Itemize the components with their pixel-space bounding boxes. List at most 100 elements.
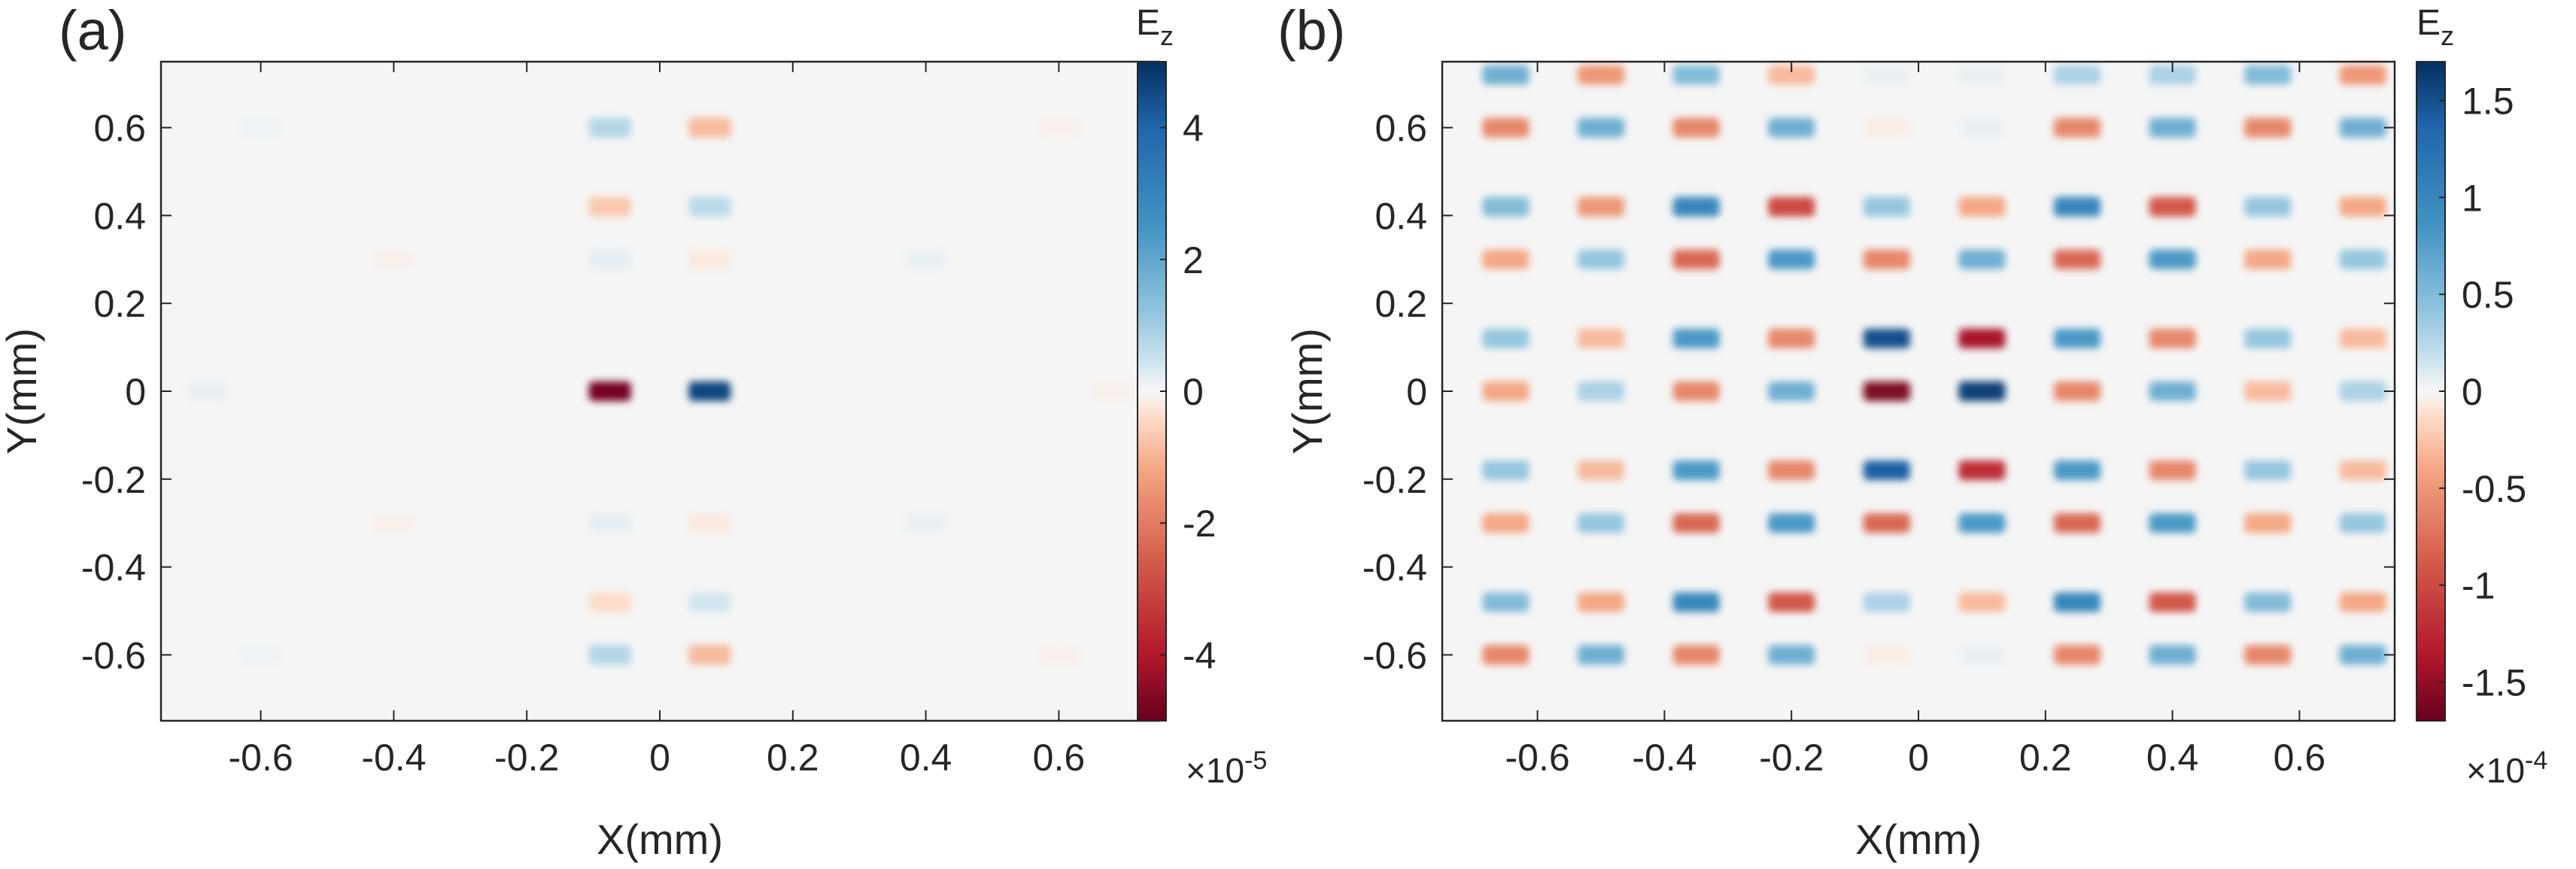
panel-b-x-tick-label: 0.4 <box>2146 737 2199 779</box>
panel-a-field-blob <box>688 196 731 217</box>
panel-b-x-ticks: -0.6 -0.4 -0.2 0 0.2 0.4 0.6 <box>1505 62 2326 779</box>
panel-b-field-blob <box>1482 381 1530 401</box>
panel-b-field-blob <box>2339 645 2386 665</box>
panel-a-field-blob <box>588 381 631 401</box>
panel-b-field-blob <box>1578 381 1624 401</box>
panel-a-x-axis-label: X(mm) <box>597 816 723 863</box>
panel-b-field-blob <box>1482 592 1530 612</box>
panel-a-field-blob <box>588 645 631 665</box>
panel-a-field-blob <box>186 381 229 401</box>
panel-b-field-blob <box>2244 460 2292 481</box>
panel-b-field-blob <box>1958 117 2006 138</box>
panel-b-field-blob <box>1958 645 2006 665</box>
panel-b-x-axis-label: X(mm) <box>1855 816 1982 863</box>
panel-b-field-blob <box>1672 65 1720 85</box>
panel-b-colorbar-tick-label: 0.5 <box>2462 274 2514 316</box>
panel-a-y-tick-label: -0.4 <box>81 547 146 589</box>
panel-b-field-blob <box>1672 249 1720 269</box>
panel-a-x-tick-label: 0.2 <box>767 737 819 779</box>
panel-b-field-blob <box>1672 328 1720 348</box>
panel-b-field-blob <box>2149 196 2196 217</box>
panel-b-field-blob <box>1578 513 1624 533</box>
panel-b-field-blob <box>2149 381 2196 401</box>
panel-b-field-blob <box>1482 645 1530 665</box>
panel-b-field-blob <box>1578 249 1624 269</box>
panel-b-field-blob <box>2054 196 2101 217</box>
panel-b-field-blob <box>1578 65 1624 85</box>
panel-b-field-blob <box>1958 65 2006 85</box>
panel-b-field-blob <box>2339 592 2386 612</box>
panel-b-field-blob <box>2339 117 2386 138</box>
panel-b-field-blob <box>1672 592 1720 612</box>
panel-b-field-blob <box>2339 381 2386 401</box>
panel-b-y-axis-label: Y(mm) <box>1283 328 1331 454</box>
panel-a-y-tick-label: -0.2 <box>81 459 146 501</box>
panel-a-x-tick-label: -0.6 <box>229 737 293 779</box>
panel-b-x-tick-label: 0.6 <box>2274 737 2326 779</box>
panel-b-field-blob <box>1578 117 1624 138</box>
panel-b-field-blob <box>2054 328 2101 348</box>
panel-b-field-blob <box>2339 328 2386 348</box>
panel-a-colorbar-exponent: ×10-5 <box>1186 746 1267 790</box>
panel-b-field-blob <box>1958 328 2006 348</box>
panel-b-field-blob <box>1863 513 1910 533</box>
panel-b-field-blob <box>2149 460 2196 481</box>
panel-b-field-blob <box>1482 460 1530 481</box>
panel-b-field-blob <box>1768 592 1815 612</box>
panel-b-field-blob <box>1768 249 1815 269</box>
panel-b-field-blob <box>1578 645 1624 665</box>
panel-a-field-blob <box>372 513 415 533</box>
panel-b-field-blob <box>2149 513 2196 533</box>
panel-b-field-blob <box>2054 117 2101 138</box>
panel-a-plot-background <box>161 62 1159 721</box>
panel-a-field-blob <box>588 117 631 138</box>
panel-b-field-blob <box>2149 645 2196 665</box>
panel-b-field-blob <box>1768 196 1815 217</box>
panel-b-colorbar-tick-label: 1 <box>2462 177 2483 219</box>
panel-b-field-blob <box>1482 328 1530 348</box>
panel-a-x-ticks: -0.6 -0.4 -0.2 0 0.2 0.4 0.6 <box>229 62 1085 779</box>
panel-b-field-blob <box>1672 117 1720 138</box>
panel-b-field-blob <box>1958 249 2006 269</box>
panel-a-y-tick-label: -0.6 <box>81 634 146 676</box>
panel-b-x-tick-label: 0 <box>1908 737 1929 779</box>
panel-b-field-blob <box>2339 65 2386 85</box>
panel-b-field-blob <box>2054 460 2101 481</box>
panel-b-field-blob <box>1768 381 1815 401</box>
panel-a-colorbar-ticks: 4 2 0 -2 -4 <box>1160 108 1216 676</box>
panel-b-field-blob <box>1768 117 1815 138</box>
panel-a-field-blob <box>688 513 731 533</box>
panel-b-field-blob <box>1672 460 1720 481</box>
panel-b-field-blob <box>2149 592 2196 612</box>
panel-a-label: (a) <box>59 0 126 62</box>
panel-b-field-blob <box>1578 328 1624 348</box>
panel-a-field-blob <box>688 249 731 269</box>
panel-b-field-blob <box>1672 196 1720 217</box>
panel-b-field-blob <box>2054 65 2101 85</box>
panel-b-field-blob <box>2054 249 2101 269</box>
panel-a-field-blob <box>588 196 631 217</box>
panel-b-field-blob <box>1672 381 1720 401</box>
panel-b-field-blob <box>1578 196 1624 217</box>
panel-b-field-blob <box>1958 460 2006 481</box>
panel-a-field-blob <box>1037 645 1080 665</box>
panel-a-field-blob <box>588 592 631 612</box>
panel-a-colorbar-tick-label: 2 <box>1183 239 1204 281</box>
panel-b-field-blob <box>2244 196 2292 217</box>
panel-b-field-blob <box>2244 249 2292 269</box>
panel-b-field-blob <box>2054 381 2101 401</box>
panel-b-field-blob <box>1958 381 2006 401</box>
panel-a-field-blob <box>688 381 731 401</box>
panel-b-colorbar-exponent: ×10-4 <box>2466 746 2547 790</box>
panel-b-field-blob <box>2149 117 2196 138</box>
panel-a-field-blob <box>1091 381 1134 401</box>
panel-b-field-blob <box>1863 460 1910 481</box>
panel-b-field-blob <box>2054 592 2101 612</box>
panel-b-field-blob <box>1768 460 1815 481</box>
panel-b-x-tick-label: -0.6 <box>1505 737 1570 779</box>
panel-b: (b) -0.6 -0.4 -0.2 0 0.2 0.4 0.6 0.60.40.20-0.… <box>1277 0 2547 863</box>
panel-b-colorbar-title: Ez <box>2417 3 2454 51</box>
panel-b-field-blob <box>1863 328 1910 348</box>
panel-b-field-blob <box>2244 592 2292 612</box>
